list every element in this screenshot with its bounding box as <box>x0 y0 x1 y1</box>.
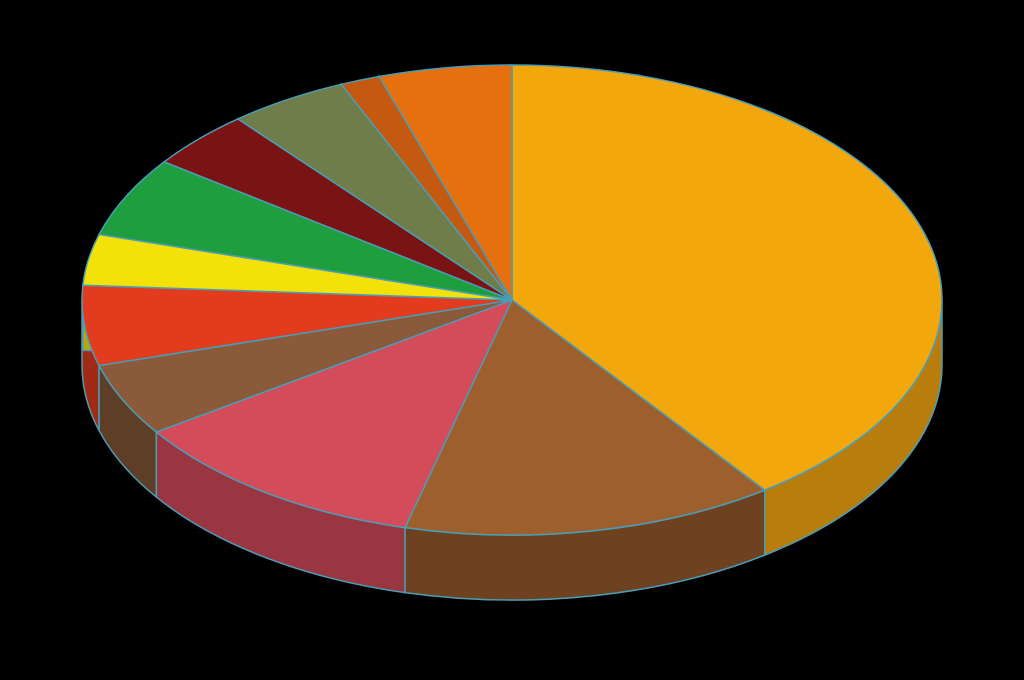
pie-chart-container <box>0 0 1024 680</box>
pie-top-faces <box>82 65 942 535</box>
pie-chart-svg <box>0 0 1024 680</box>
